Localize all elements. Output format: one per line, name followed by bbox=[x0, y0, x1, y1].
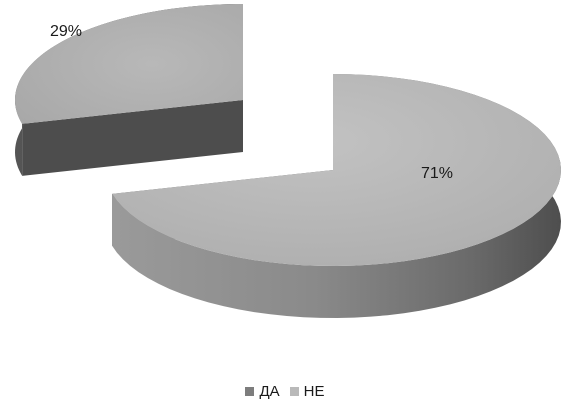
pie-slice-yes bbox=[15, 4, 244, 176]
data-label-no: 71% bbox=[421, 165, 453, 182]
legend-item-no: НЕ bbox=[289, 383, 325, 400]
chart-legend: ДА НЕ bbox=[0, 383, 570, 400]
data-label-yes: 29% bbox=[50, 23, 82, 40]
legend-label-yes: ДА bbox=[259, 383, 280, 400]
legend-swatch-yes bbox=[245, 387, 255, 396]
legend-item-yes: ДА bbox=[245, 383, 280, 400]
legend-label-no: НЕ bbox=[303, 383, 325, 400]
legend-swatch-no bbox=[289, 387, 299, 396]
pie-slice-no bbox=[112, 74, 561, 318]
